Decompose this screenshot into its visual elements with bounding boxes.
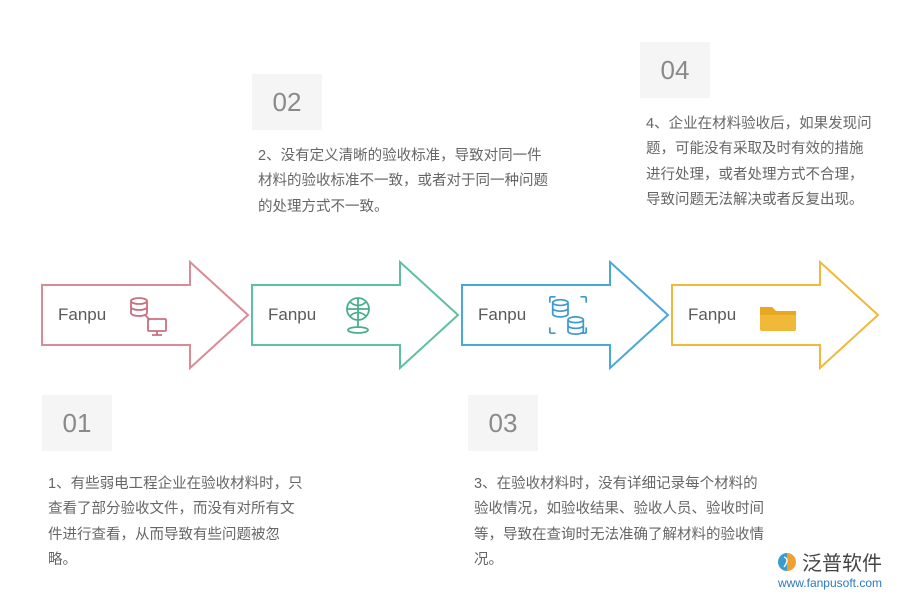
badge-03: 03 xyxy=(468,395,538,451)
desc-02: 2、没有定义清晰的验收标准，导致对同一件材料的验收标准不一致，或者对于同一种问题… xyxy=(258,144,548,220)
logo-icon xyxy=(776,551,798,573)
arrow-step-1: Fanpu xyxy=(40,260,250,370)
desc-01: 1、有些弱电工程企业在验收材料时，只查看了部分验收文件，而没有对所有文件进行查看… xyxy=(48,472,308,574)
logo-url: www.fanpusoft.com xyxy=(776,576,882,590)
arrow-label-4: Fanpu xyxy=(688,305,736,325)
database-monitor-icon xyxy=(126,293,170,337)
arrow-label-3: Fanpu xyxy=(478,305,526,325)
arrow-step-2: Fanpu xyxy=(250,260,460,370)
brand-logo: 泛普软件 www.fanpusoft.com xyxy=(776,547,882,590)
arrow-flow: Fanpu Fanpu xyxy=(40,260,880,370)
badge-04: 04 xyxy=(640,42,710,98)
folder-icon xyxy=(756,293,800,337)
badge-01: 01 xyxy=(42,395,112,451)
arrow-step-3: Fanpu xyxy=(460,260,670,370)
globe-stand-icon xyxy=(336,293,380,337)
arrow-label-1: Fanpu xyxy=(58,305,106,325)
database-scan-icon xyxy=(546,293,590,337)
logo-brand: 泛普软件 xyxy=(802,547,882,576)
badge-02: 02 xyxy=(252,74,322,130)
desc-03: 3、在验收材料时，没有详细记录每个材料的验收情况，如验收结果、验收人员、验收时间… xyxy=(474,472,764,574)
arrow-label-2: Fanpu xyxy=(268,305,316,325)
arrow-step-4: Fanpu xyxy=(670,260,880,370)
desc-04: 4、企业在材料验收后，如果发现问题，可能没有采取及时有效的措施进行处理，或者处理… xyxy=(646,112,876,214)
